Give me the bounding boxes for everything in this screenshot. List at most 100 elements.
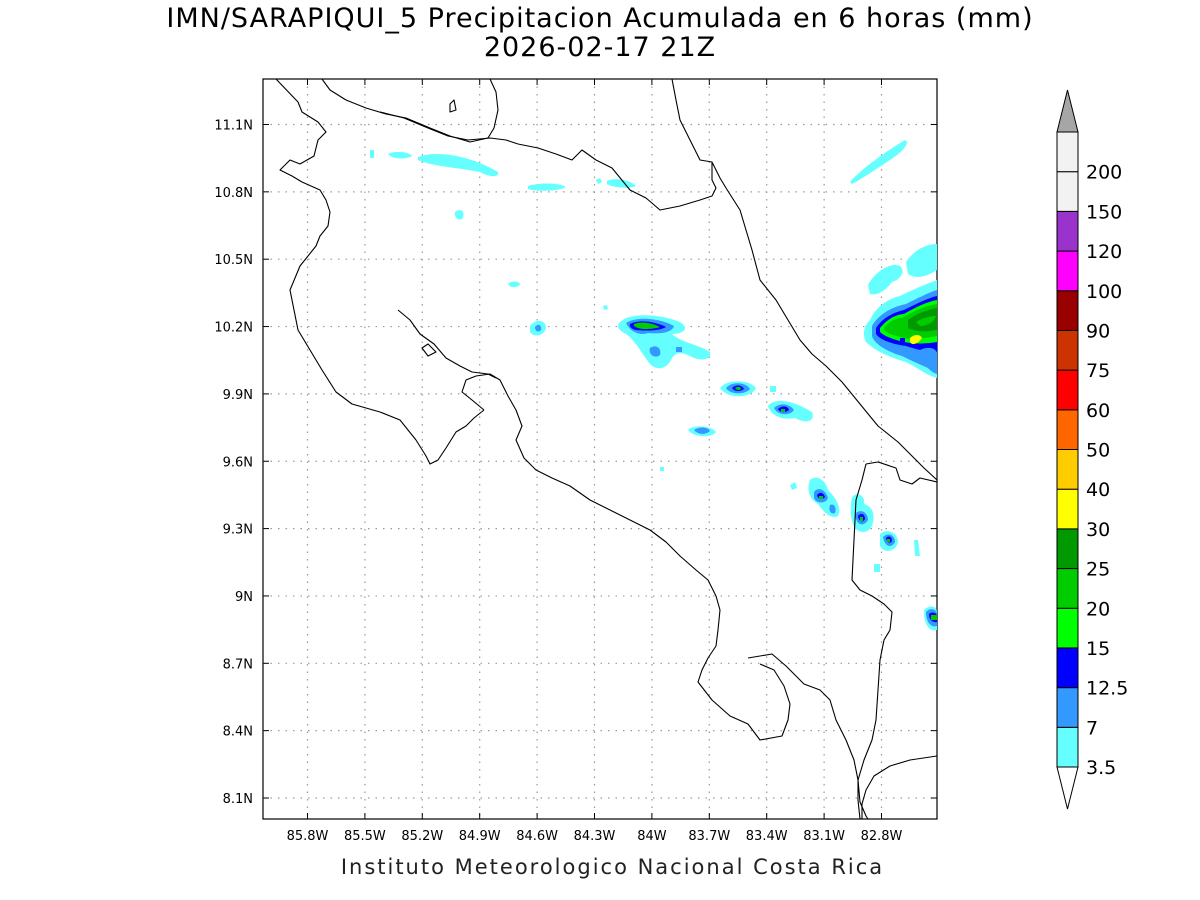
- colorbar-swatch: [1056, 449, 1079, 490]
- colorbar-swatch: [1056, 329, 1079, 371]
- lon-tick-label: 83.7W: [688, 829, 730, 844]
- lon-tick-label: 83.4W: [746, 829, 788, 844]
- map-title: IMN/SARAPIQUI_5 Precipitacion Acumulada …: [166, 3, 1034, 34]
- colorbar-swatch: [1056, 726, 1079, 768]
- colorbar-level-label: 15: [1086, 638, 1110, 660]
- colorbar-swatch: [1056, 369, 1079, 411]
- colorbar-level-label: 50: [1086, 440, 1110, 462]
- precip-area: [914, 540, 920, 556]
- precip-area: [418, 153, 499, 177]
- axis-ticks: [263, 79, 937, 819]
- colorbar-swatch: [1056, 607, 1079, 649]
- lat-tick-label: 10.8N: [214, 186, 253, 201]
- lon-tick-label: 85.5W: [344, 829, 386, 844]
- colorbar-swatch: [1056, 528, 1079, 570]
- precip-area: [931, 615, 937, 620]
- precip-area: [829, 504, 836, 514]
- precip-area: [790, 482, 797, 490]
- precip-area: [819, 496, 823, 499]
- lat-tick-label: 8.4N: [223, 725, 253, 740]
- lon-tick-label: 83.1W: [803, 829, 845, 844]
- lon-tick-label: 84.9W: [459, 829, 501, 844]
- colorbar-swatch: [1056, 409, 1079, 450]
- colorbar-level-label: 3.5: [1086, 757, 1116, 779]
- precip-area: [860, 517, 863, 521]
- lon-tick-label: 82.8W: [861, 829, 903, 844]
- colorbar-swatch: [1056, 647, 1079, 689]
- colorbar-level-label: 200: [1086, 162, 1122, 184]
- lon-tick-label: 84.3W: [574, 829, 616, 844]
- lat-tick-label: 10.5N: [214, 253, 253, 268]
- colorbar-level-label: 100: [1086, 281, 1122, 303]
- precip-area: [910, 335, 922, 345]
- longitude-labels: 85.8W 85.5W 85.2W 84.9W 84.6W 84.3W 84W 83.7W 83…: [287, 829, 903, 844]
- colorbar-underflow-arrow: [1056, 766, 1079, 810]
- precipitation-field: [370, 140, 937, 631]
- lat-tick-label: 10.2N: [214, 321, 253, 336]
- precip-area: [850, 140, 907, 184]
- precip-area: [535, 324, 542, 332]
- colorbar-swatch: [1056, 131, 1079, 173]
- latitude-labels: 11.1N 10.8N 10.5N 10.2N 9.9N 9.6N 9.3N 9N 8.7N 8.…: [214, 119, 253, 808]
- colorbar-swatch: [1056, 488, 1079, 530]
- lat-tick-label: 8.1N: [223, 792, 253, 807]
- lon-tick-label: 84W: [637, 829, 667, 844]
- precip-area: [781, 409, 785, 412]
- precip-area: [603, 305, 608, 310]
- colorbar-level-label: 7: [1086, 717, 1098, 739]
- map-datetime: 2026-02-17 21Z: [483, 32, 717, 63]
- lat-tick-label: 9.6N: [223, 455, 253, 470]
- precip-area: [660, 467, 664, 471]
- colorbar-overflow-arrow: [1056, 89, 1079, 133]
- colorbar-swatch: [1056, 687, 1079, 728]
- colorbar-swatch: [1056, 290, 1079, 331]
- precip-area: [868, 264, 903, 295]
- precip-area: [508, 281, 520, 288]
- precip-area: [649, 346, 661, 357]
- colorbar-level-label: 30: [1086, 519, 1110, 541]
- lat-tick-label: 9.9N: [223, 388, 253, 403]
- colorbar-level-label: 25: [1086, 559, 1110, 581]
- lat-tick-label: 11.1N: [214, 119, 253, 134]
- lat-tick-label: 9.3N: [223, 523, 253, 538]
- precip-area: [676, 347, 682, 352]
- precip-area: [388, 151, 412, 159]
- colorbar-level-label: 120: [1086, 241, 1122, 263]
- colorbar-level-label: 40: [1086, 479, 1110, 501]
- lon-tick-label: 85.8W: [287, 829, 329, 844]
- coastlines: [275, 79, 937, 819]
- precip-area: [528, 183, 566, 191]
- colorbar: 3.5 7 12.5 15 20 25 30 40 50 60 75 90 100 120 150 200: [1056, 89, 1128, 810]
- precip-area: [607, 179, 636, 188]
- lat-tick-label: 9N: [235, 590, 253, 605]
- precip-area: [900, 338, 905, 342]
- colorbar-level-label: 20: [1086, 598, 1110, 620]
- lat-tick-label: 8.7N: [223, 657, 253, 672]
- precip-area: [633, 322, 660, 330]
- precip-area: [454, 210, 464, 220]
- lon-tick-label: 85.2W: [401, 829, 443, 844]
- precip-area: [735, 386, 741, 391]
- footer-credit: Instituto Meteorologico Nacional Costa R…: [340, 855, 885, 879]
- precip-area: [887, 539, 890, 542]
- map-frame: [262, 78, 938, 820]
- lon-tick-label: 84.6W: [516, 829, 558, 844]
- colorbar-level-label: 12.5: [1086, 678, 1128, 700]
- colorbar-swatch: [1056, 568, 1079, 609]
- precip-area: [370, 150, 374, 158]
- colorbar-level-label: 60: [1086, 400, 1110, 422]
- colorbar-level-label: 90: [1086, 320, 1110, 342]
- precip-area: [906, 244, 937, 277]
- colorbar-level-label: 75: [1086, 360, 1110, 382]
- precip-area: [596, 178, 602, 184]
- colorbar-swatch: [1056, 250, 1079, 292]
- precip-area: [916, 316, 936, 326]
- precip-area: [694, 427, 710, 434]
- precip-area: [920, 347, 937, 374]
- colorbar-swatch: [1056, 210, 1079, 252]
- colorbar-level-label: 150: [1086, 201, 1122, 223]
- colorbar-swatch: [1056, 171, 1079, 212]
- precip-area: [874, 564, 880, 572]
- precip-area: [770, 386, 776, 392]
